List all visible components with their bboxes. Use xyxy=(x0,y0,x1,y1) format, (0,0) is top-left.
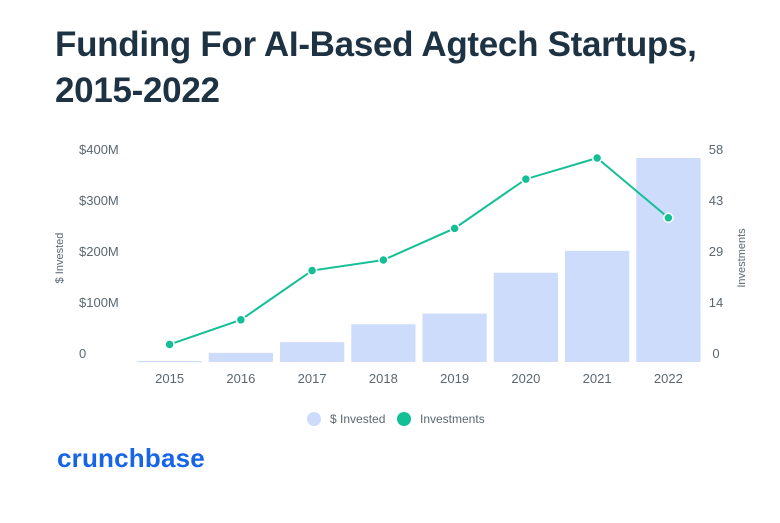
right-axis-tick: 43 xyxy=(709,193,723,208)
legend-label-invested: $ Invested xyxy=(330,412,385,426)
chart-title: Funding For AI-Based Agtech Startups, 20… xyxy=(55,22,755,114)
investments-point-2018 xyxy=(378,254,389,266)
x-axis-tick: 2019 xyxy=(440,371,469,386)
x-axis-tick: 2021 xyxy=(583,371,612,386)
investments-point-2021 xyxy=(591,152,603,164)
bar-2016 xyxy=(208,352,273,362)
x-axis-tick: 2017 xyxy=(298,371,327,386)
investments-point-2017 xyxy=(306,265,318,276)
left-axis-title: $ Invested xyxy=(54,233,66,284)
x-axis-tick: 2022 xyxy=(654,371,683,386)
right-axis-tick: 58 xyxy=(709,142,723,157)
bar-series xyxy=(137,158,701,363)
investments-point-2022 xyxy=(663,212,674,224)
x-axis-tick: 2018 xyxy=(369,371,398,386)
right-axis-ticks: 0 14 29 43 58 xyxy=(709,142,723,361)
right-axis-tick: 14 xyxy=(709,295,723,310)
legend-label-investments: Investments xyxy=(420,412,485,426)
chart-title-line-1: Funding For AI-Based Agtech Startups, xyxy=(55,25,697,64)
right-axis-tick: 0 xyxy=(712,346,719,361)
x-axis-tick: 2016 xyxy=(226,371,255,386)
bar-2019 xyxy=(422,313,487,362)
bar-2020 xyxy=(493,272,558,362)
investments-point-2015 xyxy=(164,339,175,350)
line-series xyxy=(164,152,674,350)
investments-point-2019 xyxy=(449,223,460,234)
investments-line xyxy=(169,156,670,346)
bar-2017 xyxy=(280,342,345,362)
bar-2018 xyxy=(351,324,416,362)
bar-2022 xyxy=(636,158,701,362)
x-axis-tick: 2020 xyxy=(511,371,540,386)
left-axis-tick: $300M xyxy=(79,193,119,208)
right-axis-tick: 29 xyxy=(709,244,723,259)
legend-marker-invested xyxy=(307,412,321,426)
left-axis-ticks: 0 $100M $200M $300M $400M xyxy=(79,142,119,361)
chart-title-line-2: 2015-2022 xyxy=(55,71,220,110)
left-axis-tick: $400M xyxy=(79,142,119,157)
legend-marker-investments xyxy=(397,412,411,426)
left-axis-tick: $100M xyxy=(79,295,119,310)
left-axis-tick: $200M xyxy=(79,244,119,259)
bar-2015 xyxy=(137,360,202,363)
investments-point-2016 xyxy=(235,314,247,326)
bar-2021 xyxy=(565,250,630,362)
x-axis-tick: 2015 xyxy=(155,371,184,386)
left-axis-tick: 0 xyxy=(79,346,86,361)
investments-point-2020 xyxy=(520,173,532,185)
x-axis-ticks: 2015 2016 2017 2018 2019 2020 2021 2022 xyxy=(155,371,683,386)
right-axis-title: Investments xyxy=(736,228,748,288)
legend: $ Invested Investments xyxy=(307,412,485,426)
crunchbase-logo: crunchbase xyxy=(57,443,205,473)
